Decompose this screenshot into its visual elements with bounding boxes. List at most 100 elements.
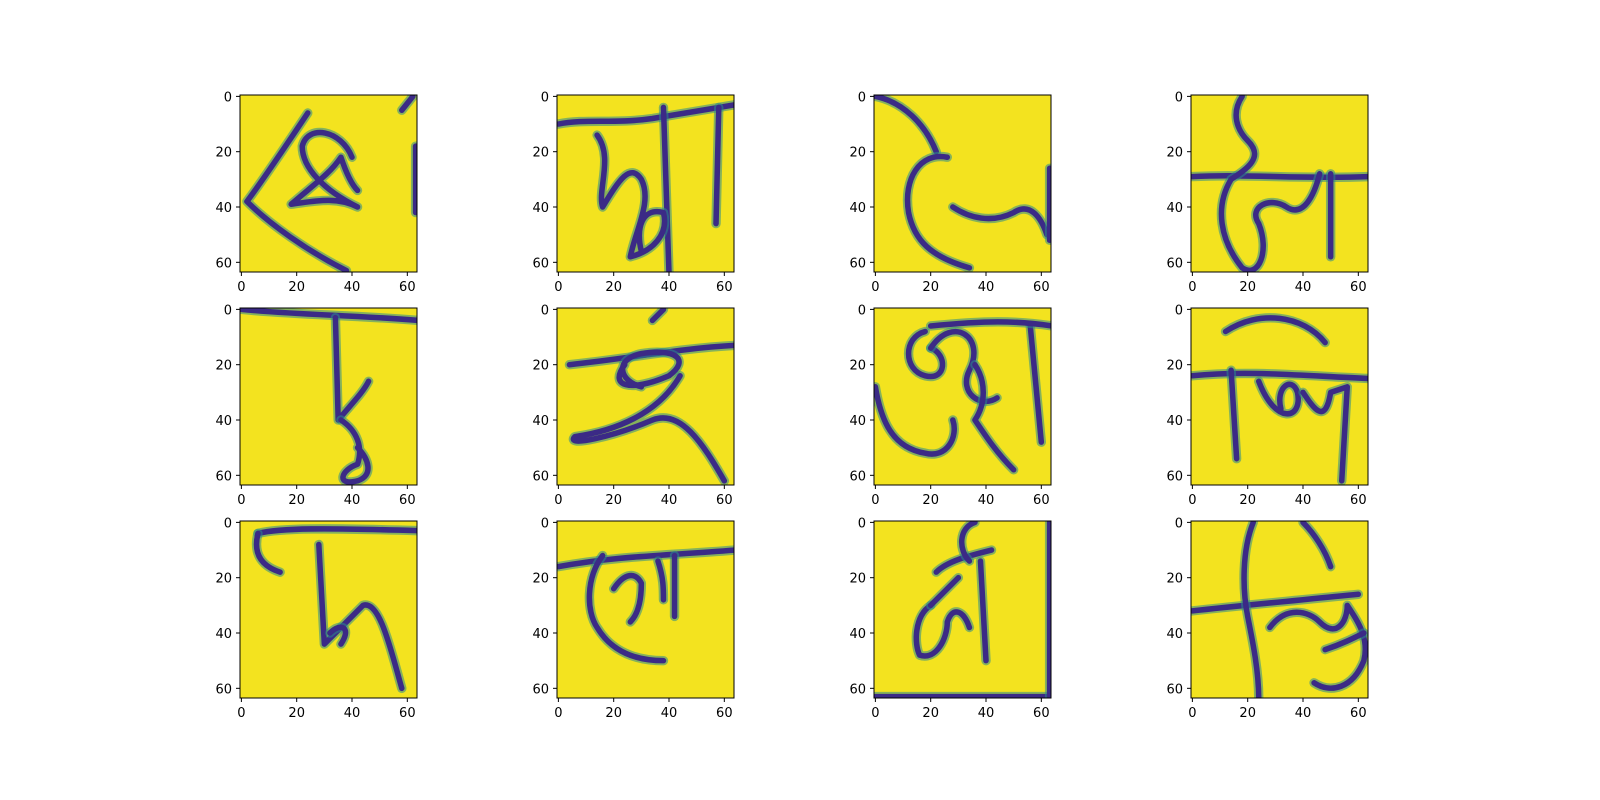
handwriting-glyph: [874, 521, 1051, 698]
glyph-stroke: [904, 153, 973, 271]
x-tick-label: 20: [922, 706, 939, 721]
axes-frame: [873, 307, 1052, 486]
x-tick-label: 0: [871, 493, 879, 508]
x-tick-label: 0: [237, 706, 245, 721]
handwriting-glyph: [1191, 521, 1368, 698]
x-tick-label: 60: [1033, 493, 1050, 508]
y-tick-label: 20: [532, 359, 549, 374]
axes-frame: [556, 520, 735, 699]
glyph-stroke: [557, 547, 734, 570]
y-tick-label: 40: [532, 414, 549, 429]
y-tick-label: 40: [215, 414, 232, 429]
y-tick-label: 60: [849, 256, 866, 271]
x-tick-label: 40: [661, 280, 678, 295]
y-tick-label: 60: [215, 256, 232, 271]
x-tick-label: 60: [1033, 280, 1050, 295]
image-panel-r3c2: 0 20 40 60 0 20 40 60: [532, 516, 735, 721]
glyph-stroke: [570, 372, 728, 484]
y-tick-label: 0: [1175, 303, 1183, 318]
glyph-stroke: [610, 572, 645, 625]
x-tick-label: 40: [661, 493, 678, 508]
y-tick-label: 40: [849, 627, 866, 642]
y-tick-label: 40: [1166, 201, 1183, 216]
axes-frame: [556, 307, 735, 486]
y-tick-label: 20: [1166, 359, 1183, 374]
y-tick-label: 60: [532, 682, 549, 697]
x-tick-label: 60: [716, 280, 733, 295]
image-background: [240, 521, 417, 698]
y-tick-label: 20: [1166, 146, 1183, 161]
x-tick-label: 20: [1239, 706, 1256, 721]
y-tick-label: 60: [215, 682, 232, 697]
glyph-stroke: [713, 104, 722, 227]
image-panel-r2c3: 0 20 40 60 0 20 40 60: [849, 303, 1052, 508]
y-tick-label: 0: [858, 303, 866, 318]
y-tick-label: 40: [215, 201, 232, 216]
glyph-stroke: [913, 602, 973, 659]
image-panel-r3c4: 0 20 40 60 0 20 40 60: [1166, 516, 1369, 721]
x-tick-label: 0: [237, 493, 245, 508]
x-tick-label: 40: [978, 706, 995, 721]
glyph-stroke: [1218, 95, 1323, 272]
x-tick-label: 60: [399, 706, 416, 721]
x-tick-label: 20: [288, 493, 305, 508]
axes-frame: [873, 94, 1052, 273]
x-tick-label: 40: [344, 280, 361, 295]
image-panel-r1c3: 0 20 40 60 0 20 40 60: [849, 90, 1052, 295]
x-tick-label: 60: [1350, 706, 1367, 721]
glyph-stroke: [399, 95, 416, 113]
glyph-stroke: [244, 110, 350, 272]
y-tick-label: 40: [532, 201, 549, 216]
glyph-stroke: [874, 95, 939, 155]
image-panel-r1c4: 0 20 40 60 0 20 40 60: [1166, 90, 1369, 295]
image-panel-r1c1: 0 20 40 60 0 20 40 60: [215, 90, 418, 295]
glyph-stroke: [240, 308, 417, 324]
y-tick-label: 20: [849, 572, 866, 587]
y-tick-label: 20: [215, 359, 232, 374]
axes-frame: [1190, 307, 1369, 486]
x-tick-label: 40: [978, 493, 995, 508]
handwriting-glyph: [557, 545, 734, 666]
y-tick-label: 40: [1166, 414, 1183, 429]
x-tick-label: 20: [1239, 493, 1256, 508]
y-tick-label: 0: [224, 90, 232, 105]
y-tick-label: 20: [849, 146, 866, 161]
y-tick-label: 40: [849, 414, 866, 429]
glyph-stroke: [959, 521, 978, 564]
x-tick-label: 20: [922, 280, 939, 295]
x-tick-label: 60: [716, 493, 733, 508]
glyph-stroke: [655, 558, 667, 603]
handwriting-glyph: [1191, 313, 1368, 485]
image-panel-r3c3: 0 20 40 60 0 20 40 60: [849, 516, 1052, 721]
glyph-stroke: [660, 104, 672, 272]
glyph-stroke: [977, 558, 989, 664]
glyph-stroke: [1191, 591, 1362, 614]
y-tick-label: 0: [858, 90, 866, 105]
glyph-stroke: [1191, 173, 1368, 181]
x-tick-label: 20: [288, 706, 305, 721]
x-tick-label: 20: [605, 706, 622, 721]
glyph-stroke: [1300, 384, 1351, 484]
glyph-stroke: [1222, 315, 1328, 346]
y-tick-label: 60: [532, 469, 549, 484]
y-tick-label: 40: [1166, 627, 1183, 642]
x-tick-label: 40: [661, 706, 678, 721]
glyph-stroke: [557, 102, 734, 127]
x-tick-label: 0: [1188, 280, 1196, 295]
glyph-stroke: [950, 204, 1050, 238]
axes-frame: [239, 307, 418, 486]
handwriting-glyph: [564, 308, 734, 485]
x-tick-label: 20: [1239, 280, 1256, 295]
y-tick-label: 20: [215, 572, 232, 587]
x-tick-label: 20: [288, 280, 305, 295]
x-tick-label: 40: [344, 706, 361, 721]
x-tick-label: 40: [1295, 493, 1312, 508]
x-tick-label: 40: [978, 280, 995, 295]
x-tick-label: 60: [716, 706, 733, 721]
x-tick-label: 60: [1350, 280, 1367, 295]
y-tick-label: 0: [224, 516, 232, 531]
glyph-stroke: [1267, 602, 1368, 691]
handwriting-glyph: [251, 524, 417, 694]
x-tick-label: 0: [554, 493, 562, 508]
x-tick-label: 0: [871, 706, 879, 721]
